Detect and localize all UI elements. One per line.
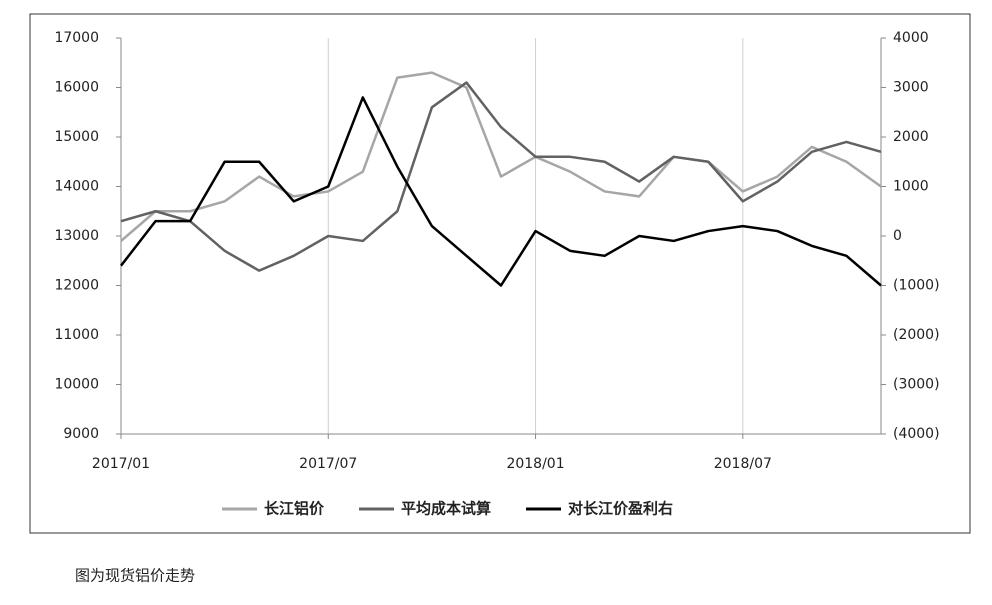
y-tick-label: 14000 — [54, 179, 99, 195]
y2-tick-label: (4000) — [893, 426, 940, 442]
legend: 长江铝价 平均成本试算 对长江价盈利右 — [222, 500, 673, 518]
y2-tick-label: 0 — [893, 228, 902, 244]
legend-label: 对长江价盈利右 — [568, 500, 673, 518]
y-tick-label: 11000 — [54, 327, 99, 343]
x-tick-label: 2018/01 — [506, 456, 564, 472]
y2-tick-label: 3000 — [893, 80, 929, 96]
legend-label: 长江铝价 — [264, 500, 325, 518]
y2-tick-label: 1000 — [893, 179, 929, 195]
x-tick-label: 2018/07 — [714, 456, 772, 472]
chart-frame — [29, 13, 971, 534]
caption: 图为现货铝价走势 — [75, 567, 195, 585]
y-tick-label: 9000 — [63, 426, 99, 442]
x-tick-label: 2017/07 — [299, 456, 357, 472]
series-line — [120, 81, 882, 272]
x-tick-label: 2017/01 — [92, 456, 150, 472]
y2-tick-label: 4000 — [893, 30, 929, 46]
y2-tick-label: (1000) — [893, 278, 940, 294]
y-tick-label: 17000 — [54, 30, 99, 46]
y2-tick-label: (2000) — [893, 327, 940, 343]
y-tick-label: 10000 — [54, 377, 99, 393]
y-tick-label: 15000 — [54, 129, 99, 145]
y2-tick-label: (3000) — [893, 377, 940, 393]
series-line — [120, 96, 882, 287]
y-tick-label: 13000 — [54, 228, 99, 244]
series-line — [120, 71, 882, 242]
y2-tick-label: 2000 — [893, 129, 929, 145]
y-tick-label: 16000 — [54, 80, 99, 96]
y-tick-label: 12000 — [54, 278, 99, 294]
legend-label: 平均成本试算 — [401, 500, 491, 518]
